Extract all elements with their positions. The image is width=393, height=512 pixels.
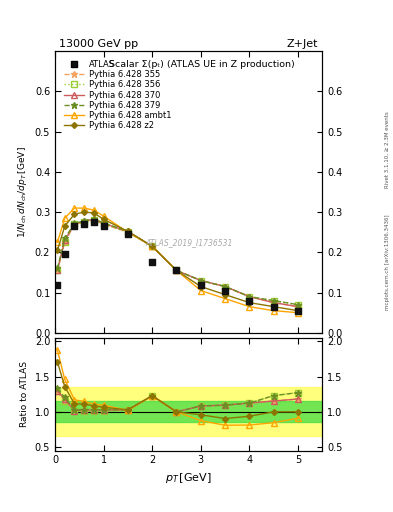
Point <box>198 281 204 289</box>
Point <box>125 230 131 239</box>
Point <box>71 222 77 230</box>
Text: Rivet 3.1.10, ≥ 2.3M events: Rivet 3.1.10, ≥ 2.3M events <box>385 112 389 188</box>
Text: Z+Jet: Z+Jet <box>287 38 318 49</box>
Point <box>222 287 228 295</box>
Point <box>270 303 277 311</box>
Y-axis label: $1/N_\mathrm{ch}\,dN_\mathrm{ch}/dp_T\,[\mathrm{GeV}]$: $1/N_\mathrm{ch}\,dN_\mathrm{ch}/dp_T\,[… <box>16 146 29 238</box>
Text: 13000 GeV pp: 13000 GeV pp <box>59 38 138 49</box>
Text: Scalar Σ(pₜ) (ATLAS UE in Z production): Scalar Σ(pₜ) (ATLAS UE in Z production) <box>109 60 295 69</box>
Point <box>295 307 301 315</box>
Point <box>149 258 155 266</box>
Point <box>62 250 68 259</box>
Point <box>246 296 253 305</box>
Point <box>91 218 97 226</box>
Point <box>81 220 87 228</box>
Y-axis label: Ratio to ATLAS: Ratio to ATLAS <box>20 361 29 427</box>
Point <box>101 222 107 230</box>
Legend: ATLAS, Pythia 6.428 355, Pythia 6.428 356, Pythia 6.428 370, Pythia 6.428 379, P: ATLAS, Pythia 6.428 355, Pythia 6.428 35… <box>62 58 173 132</box>
Text: ATLAS_2019_I1736531: ATLAS_2019_I1736531 <box>145 238 232 247</box>
X-axis label: $p_T\,[\mathrm{GeV}]$: $p_T\,[\mathrm{GeV}]$ <box>165 471 212 485</box>
Point <box>54 281 61 289</box>
Point <box>173 266 180 274</box>
Text: mcplots.cern.ch [arXiv:1306.3436]: mcplots.cern.ch [arXiv:1306.3436] <box>385 215 389 310</box>
